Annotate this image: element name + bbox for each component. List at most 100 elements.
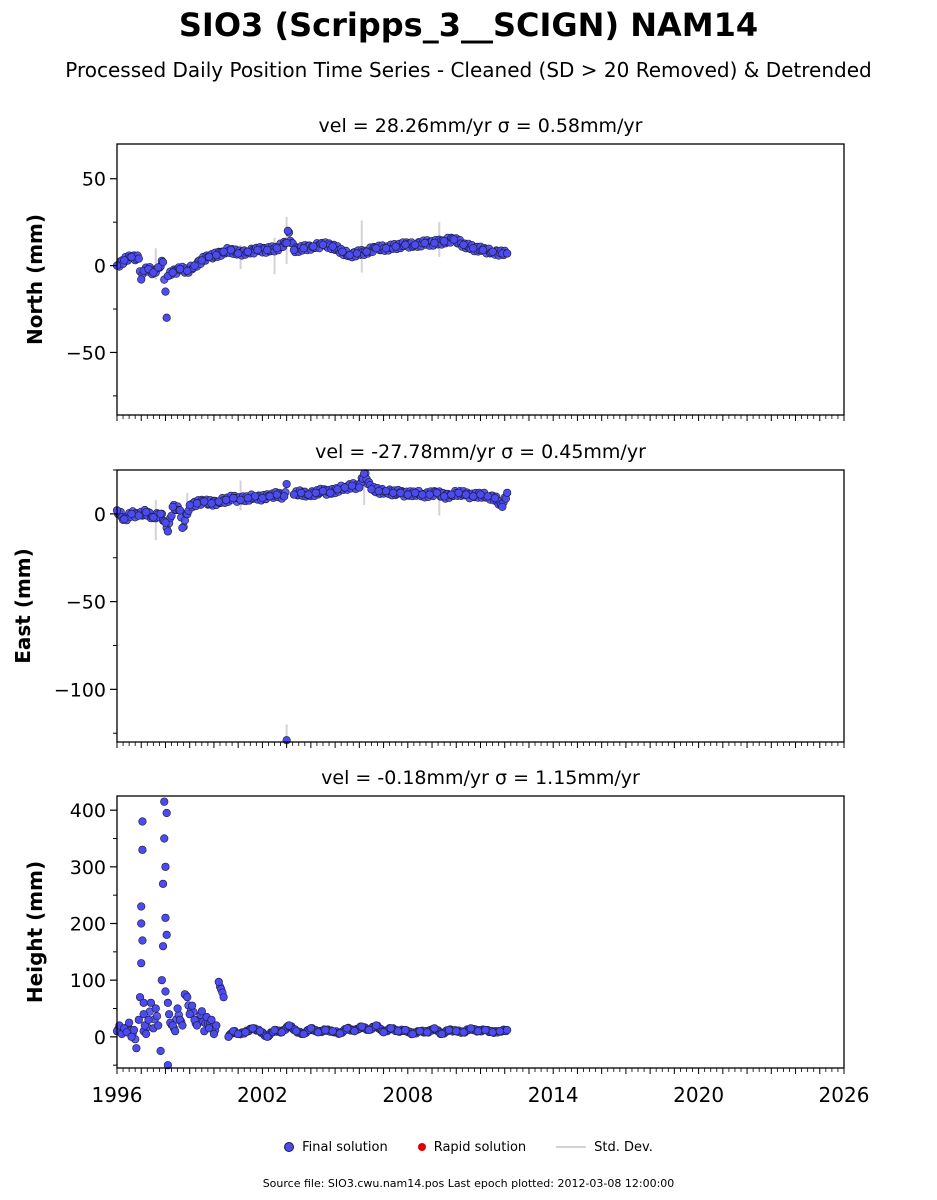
data-point (432, 488, 441, 497)
data-point (338, 247, 347, 256)
data-point (410, 240, 420, 249)
data-point (219, 993, 228, 1002)
data-point (272, 244, 282, 253)
x-tick-label: 2020 (673, 1083, 724, 1107)
data-point (318, 486, 328, 496)
data-point (134, 511, 143, 520)
data-point (263, 245, 272, 255)
data-point (251, 492, 260, 501)
data-point (283, 226, 292, 235)
data-point (171, 1027, 180, 1036)
data-point (297, 488, 306, 497)
data-point (430, 1024, 439, 1033)
data-point (204, 252, 214, 262)
data-point (138, 845, 147, 854)
data-point (134, 1015, 143, 1024)
data-point (156, 509, 165, 518)
data-point (410, 488, 420, 497)
legend-final-marker (284, 1142, 295, 1152)
data-point (476, 490, 485, 499)
data-point (134, 254, 143, 263)
data-point (168, 502, 177, 511)
y-tick-label: 300 (70, 857, 106, 879)
data-point (168, 268, 177, 277)
data-point (200, 497, 209, 506)
data-point (299, 244, 308, 253)
data-point (178, 1021, 187, 1030)
data-point (154, 1021, 163, 1030)
data-point (272, 490, 282, 499)
data-point (138, 817, 147, 826)
data-point (149, 268, 158, 277)
data-point (183, 266, 192, 275)
data-point (175, 264, 185, 274)
data-point (495, 1027, 504, 1036)
data-point (173, 1004, 182, 1013)
data-point (350, 1027, 359, 1036)
data-point (162, 930, 171, 939)
axes-frame (116, 143, 845, 416)
y-tick-label: 200 (70, 914, 106, 936)
data-point (212, 1021, 221, 1030)
data-point (156, 1046, 165, 1056)
data-point (381, 486, 391, 496)
data-point (459, 1028, 468, 1037)
y-tick-label: 100 (70, 970, 106, 992)
data-point (207, 499, 216, 508)
legend: Final solution Rapid solution Std. Dev. (0, 1137, 937, 1157)
data-point (192, 1021, 202, 1030)
data-point (219, 247, 228, 256)
data-point (162, 313, 171, 322)
data-point (372, 244, 381, 253)
data-point (311, 488, 320, 497)
data-point (183, 993, 192, 1002)
data-point (466, 1024, 475, 1033)
data-point (452, 1027, 461, 1036)
data-point (197, 1007, 206, 1016)
data-point (163, 998, 172, 1007)
data-point (120, 515, 129, 524)
y-tick-label: 400 (70, 800, 106, 822)
data-point (243, 493, 252, 503)
legend-item-rapid: Rapid solution (417, 1140, 526, 1155)
data-point (141, 508, 151, 517)
data-point (185, 500, 194, 510)
chart-subtitle: Processed Daily Position Time Series - C… (65, 58, 872, 82)
data-point (403, 490, 412, 499)
data-point (154, 263, 163, 272)
data-point (178, 523, 187, 533)
data-point (139, 998, 148, 1007)
x-tick-label: 2014 (528, 1083, 579, 1107)
data-point (379, 1028, 388, 1037)
data-point (345, 251, 354, 260)
data-point (160, 834, 169, 843)
data-point (372, 1021, 381, 1030)
data-point (408, 1029, 417, 1039)
data-point (127, 252, 136, 262)
legend-std-marker (556, 1146, 587, 1148)
data-point (127, 1032, 136, 1041)
data-point (299, 1029, 308, 1039)
data-point (258, 493, 267, 503)
data-point (188, 1001, 197, 1010)
legend-item-std: Std. Dev. (556, 1140, 653, 1155)
data-point (158, 258, 168, 267)
data-point (362, 247, 371, 256)
legend-final-label: Final solution (302, 1139, 388, 1155)
data-point (255, 1027, 265, 1036)
data-point (437, 1029, 446, 1039)
data-point (483, 492, 492, 501)
data-point (137, 275, 146, 284)
data-point (241, 1028, 250, 1037)
chart-title: SIO3 (Scripps_3__SCIGN) NAM14 (178, 6, 759, 44)
x-tick-label: 2008 (382, 1083, 433, 1107)
data-point (347, 481, 357, 490)
data-point (401, 240, 410, 249)
data-point (490, 493, 500, 503)
data-point (420, 238, 429, 248)
data-point (454, 488, 463, 497)
panel-title: vel = -0.18mm/yr σ = 1.15mm/yr (321, 767, 640, 789)
data-point (282, 479, 291, 489)
y-tick-label: 0 (94, 1027, 106, 1049)
data-point (209, 1029, 219, 1039)
